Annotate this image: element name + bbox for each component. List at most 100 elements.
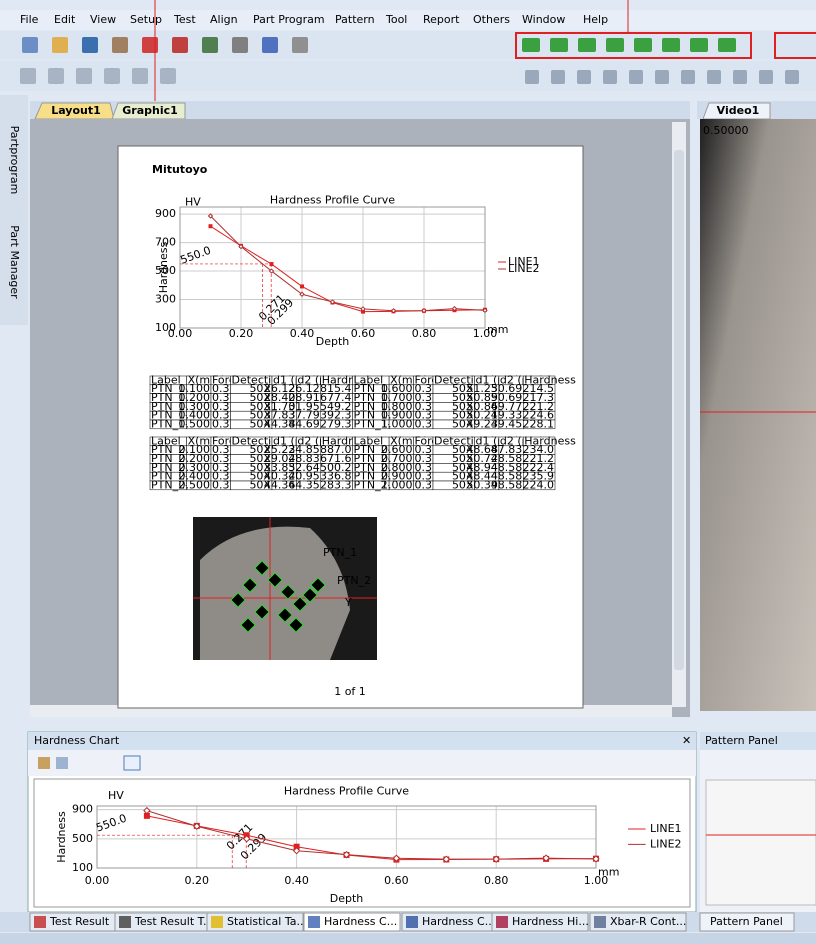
cell-text: 48.94 bbox=[466, 461, 498, 474]
toolbar-icon[interactable] bbox=[262, 37, 278, 53]
side-tab[interactable]: Partprogram bbox=[8, 126, 21, 195]
panel-title: Pattern Panel bbox=[705, 734, 778, 747]
toolbar-icon[interactable] bbox=[104, 68, 120, 84]
scroll-thumb[interactable] bbox=[674, 150, 684, 670]
menu-item[interactable]: File bbox=[20, 13, 39, 26]
toolbar-icon[interactable] bbox=[38, 757, 50, 769]
cell-text: 217.3 bbox=[523, 391, 555, 404]
cell-text: 1.000 bbox=[381, 417, 413, 430]
cell-text: 0.400 bbox=[178, 409, 210, 422]
toolbar-icon[interactable] bbox=[606, 38, 624, 52]
toolbar-icon[interactable] bbox=[232, 37, 248, 53]
cell-text: 0.3 bbox=[212, 461, 230, 474]
toolbar-icon[interactable] bbox=[662, 38, 680, 52]
menu-item[interactable]: Edit bbox=[54, 13, 76, 26]
toolbar-icon[interactable] bbox=[655, 70, 669, 84]
y-unit: HV bbox=[108, 789, 124, 802]
cell-text: 0.3 bbox=[212, 470, 230, 483]
close-button[interactable]: ✕ bbox=[682, 734, 691, 747]
menu-item[interactable]: Others bbox=[473, 13, 510, 26]
series-line bbox=[210, 215, 486, 312]
cell-text: 0.400 bbox=[178, 470, 210, 483]
marker bbox=[143, 806, 151, 815]
toolbar-icon[interactable] bbox=[56, 757, 68, 769]
menu-item[interactable]: Report bbox=[423, 13, 460, 26]
toolbar-icon[interactable] bbox=[759, 70, 773, 84]
marker bbox=[329, 299, 336, 305]
cell-text: 0.300 bbox=[178, 400, 210, 413]
bottom-tab[interactable] bbox=[491, 912, 589, 932]
cell-text: 26.12 bbox=[264, 382, 296, 395]
toolbar-icon[interactable] bbox=[690, 38, 708, 52]
cell-text: PTN_2-1 bbox=[151, 443, 196, 456]
menu-item[interactable]: Tool bbox=[385, 13, 407, 26]
toolbar-icon[interactable] bbox=[123, 755, 141, 771]
toolbar-icon[interactable] bbox=[142, 37, 158, 53]
toolbar-icon[interactable] bbox=[76, 68, 92, 84]
y-tick-label: 900 bbox=[155, 207, 176, 220]
menu-item[interactable]: Setup bbox=[130, 13, 162, 26]
menu-item[interactable]: Test bbox=[173, 13, 196, 26]
toolbar-icon[interactable] bbox=[634, 38, 652, 52]
toolbar-icon[interactable] bbox=[292, 37, 308, 53]
menu-item[interactable]: Help bbox=[583, 13, 608, 26]
side-tab[interactable]: Part Manager bbox=[8, 225, 21, 299]
cell-text: 0.3 bbox=[415, 452, 433, 465]
bottom-tab[interactable] bbox=[589, 912, 687, 932]
menu-item[interactable]: View bbox=[90, 13, 116, 26]
toolbar-icon[interactable] bbox=[550, 38, 568, 52]
cell-text: 0.3 bbox=[415, 382, 433, 395]
toolbar-icon[interactable] bbox=[48, 68, 64, 84]
bottom-tab[interactable] bbox=[699, 912, 795, 932]
menu-item[interactable]: Window bbox=[522, 13, 565, 26]
cell-text: 40.32 bbox=[264, 470, 296, 483]
toolbar-icon[interactable] bbox=[52, 37, 68, 53]
toolbar-icon[interactable] bbox=[172, 37, 188, 53]
toolbar-icon[interactable] bbox=[733, 70, 747, 84]
cell-text: 26.12 bbox=[288, 382, 320, 395]
toolbar-icon[interactable] bbox=[551, 70, 565, 84]
toolbar-icon[interactable] bbox=[525, 70, 539, 84]
toolbar-icon[interactable] bbox=[707, 70, 721, 84]
toolbar-icon[interactable] bbox=[629, 70, 643, 84]
menu-item[interactable]: Pattern bbox=[335, 13, 375, 26]
toolbar-icon[interactable] bbox=[22, 37, 38, 53]
toolbar-icon[interactable] bbox=[522, 38, 540, 52]
x-tick-label: 0.80 bbox=[412, 327, 437, 340]
toolbar-icon[interactable] bbox=[20, 68, 36, 84]
cell-text: 29.04 bbox=[264, 452, 296, 465]
cell-text: 50X bbox=[249, 382, 271, 395]
series-line bbox=[146, 810, 597, 860]
toolbar-icon[interactable] bbox=[82, 37, 98, 53]
toolbar-icon[interactable] bbox=[132, 68, 148, 84]
cell-text: PTN_1-8 bbox=[354, 400, 399, 413]
toolbar-icon[interactable] bbox=[112, 37, 128, 53]
menu-bar bbox=[0, 10, 816, 30]
tab-icon bbox=[34, 916, 46, 928]
toolbar-icon[interactable] bbox=[202, 37, 218, 53]
marker bbox=[292, 847, 301, 855]
menu-item[interactable]: Part Program bbox=[253, 13, 325, 26]
indent bbox=[242, 577, 258, 593]
marker bbox=[238, 243, 244, 250]
x-tick-label: 1.00 bbox=[584, 874, 609, 887]
cell-text: 47.83 bbox=[491, 443, 523, 456]
toolbar-icon[interactable] bbox=[603, 70, 617, 84]
bottom-tab[interactable] bbox=[206, 912, 304, 932]
toolbar-icon[interactable] bbox=[578, 38, 596, 52]
toolbar-icon[interactable] bbox=[160, 68, 176, 84]
video-view bbox=[700, 119, 816, 711]
marker bbox=[242, 835, 251, 843]
toolbar-icon[interactable] bbox=[681, 70, 695, 84]
toolbar-icon[interactable] bbox=[785, 70, 799, 84]
image-specimen bbox=[200, 526, 350, 660]
menu-item[interactable]: Align bbox=[210, 13, 238, 26]
bottom-tab[interactable] bbox=[303, 912, 401, 932]
toolbar-icon[interactable] bbox=[577, 70, 591, 84]
toolbar-icon[interactable] bbox=[718, 38, 736, 52]
cell-text: 815.4 bbox=[320, 382, 352, 395]
cell-text: 0.800 bbox=[381, 461, 413, 474]
cell-text: 221.2 bbox=[523, 452, 555, 465]
marker bbox=[208, 224, 213, 229]
tab-icon bbox=[594, 916, 606, 928]
